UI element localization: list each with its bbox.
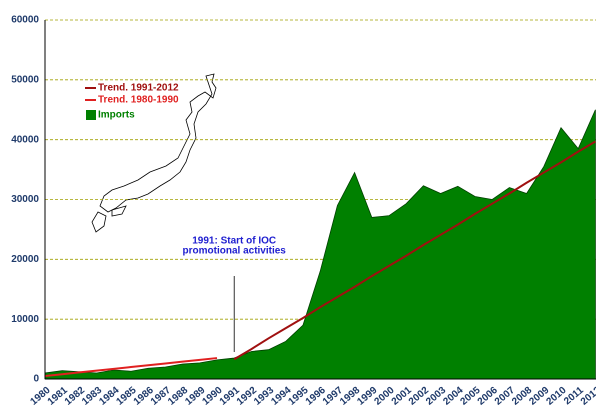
legend-swatch <box>86 110 96 120</box>
area <box>44 109 596 380</box>
annotation: 1991: Start of IOC <box>192 236 276 247</box>
x-tick-label: 2012 <box>579 385 596 408</box>
legend-label: Imports <box>98 110 135 121</box>
y-tick-label: 10000 <box>11 314 39 325</box>
y-tick-label: 40000 <box>11 134 39 145</box>
legend-label: Trend. 1991-2012 <box>98 83 179 94</box>
japan-map <box>91 73 217 233</box>
trend-line <box>44 357 218 378</box>
annotation: promotional activities <box>183 246 287 257</box>
legend-label: Trend. 1980-1990 <box>98 95 179 106</box>
y-tick-label: 20000 <box>11 254 39 265</box>
y-tick-label: 30000 <box>11 194 39 205</box>
y-tick-label: 60000 <box>11 15 39 26</box>
trend-line <box>233 140 596 361</box>
y-tick-label: 0 <box>33 374 39 385</box>
y-tick-label: 50000 <box>11 74 39 85</box>
